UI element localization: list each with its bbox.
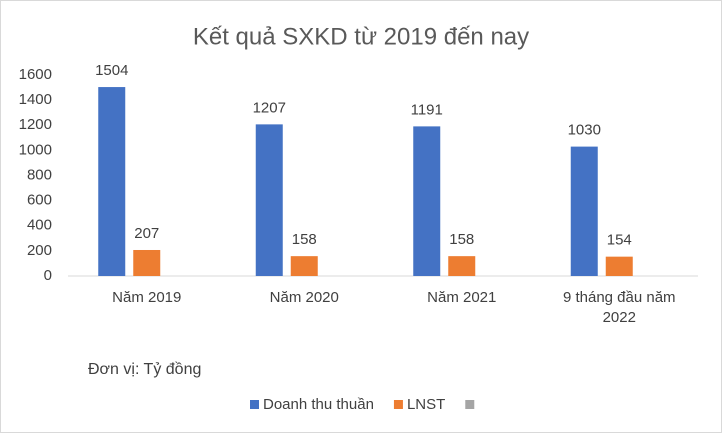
y-tick-label: 1400 (19, 91, 52, 108)
value-label: 1207 (253, 99, 286, 116)
x-tick-label: Năm 2020 (269, 289, 339, 306)
bar (448, 256, 476, 276)
y-tick-label: 600 (27, 192, 52, 209)
bar (290, 256, 318, 276)
bar (605, 256, 633, 276)
legend-swatch (250, 400, 259, 409)
legend-swatch (393, 400, 403, 409)
y-tick-label: 0 (44, 267, 52, 284)
y-tick-label: 1000 (19, 141, 52, 158)
y-tick-label: 800 (27, 166, 52, 183)
value-label: 154 (607, 232, 632, 249)
bar (255, 124, 283, 276)
value-label: 158 (449, 231, 474, 248)
value-label: 207 (134, 225, 159, 242)
y-tick-label: 1200 (19, 116, 52, 133)
annotation: Đơn vị: Tỷ đồng (88, 361, 201, 378)
bar (133, 249, 161, 276)
legend-label: LNST (407, 396, 445, 413)
bar (413, 126, 441, 277)
y-tick-label: 200 (27, 242, 52, 259)
y-tick-label: 400 (27, 217, 52, 234)
x-tick-label: Năm 2021 (427, 289, 497, 306)
x-tick-label: Năm 2019 (112, 289, 182, 306)
chart-title: Kết quả SXKD từ 2019 đến nay (193, 23, 529, 50)
legend-swatch (465, 400, 475, 409)
legend-label: Doanh thu thuần (263, 396, 374, 413)
value-label: 158 (292, 231, 317, 248)
value-label: 1191 (411, 101, 443, 118)
bar (98, 87, 126, 276)
value-label: 1030 (568, 122, 601, 139)
y-tick-label: 1600 (19, 66, 52, 83)
bar (570, 146, 598, 276)
value-label: 1504 (95, 62, 128, 79)
x-tick-label: 9 tháng đầu năm 2022 (562, 289, 676, 326)
